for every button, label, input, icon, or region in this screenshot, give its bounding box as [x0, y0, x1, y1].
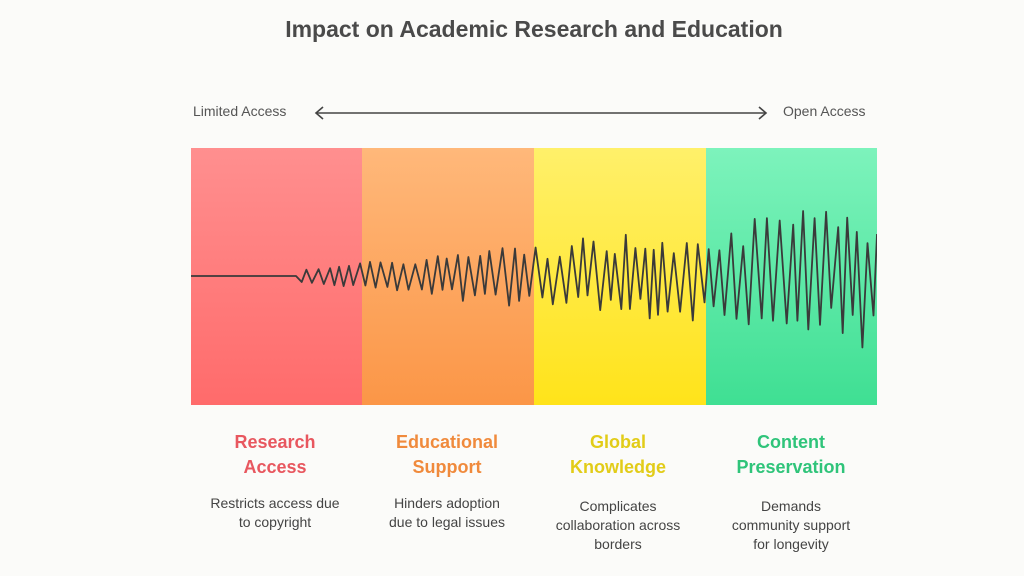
desc-line-1: Hinders adoption — [394, 495, 500, 511]
column-research-access: Research Access Restricts access due to … — [185, 430, 365, 532]
column-title-line-1: Educational — [395, 432, 498, 452]
column-title-line-1: Content — [757, 432, 825, 452]
desc-line-2: due to legal issues — [389, 514, 505, 530]
scale-right-label: Open Access — [783, 103, 866, 119]
column-content-preservation: Content Preservation Demands community s… — [701, 430, 881, 554]
desc-line-3: borders — [594, 536, 642, 552]
column-title-line-1: Global — [589, 432, 646, 452]
column-title-line-1: Research — [234, 432, 316, 452]
desc-line-3: for longevity — [753, 536, 829, 552]
desc-line-1: Restricts access due — [210, 495, 340, 511]
desc-line-2: collaboration across — [555, 517, 681, 533]
desc-line-2: to copyright — [238, 514, 312, 530]
column-description: Hinders adoption due to legal issues — [357, 494, 537, 532]
scale-left-label: Limited Access — [193, 103, 287, 119]
column-title-line-2: Support — [412, 457, 482, 477]
desc-line-1: Demands — [761, 498, 821, 514]
column-title-line-2: Preservation — [736, 457, 846, 477]
access-waveform — [191, 210, 877, 349]
diagram-title: Impact on Academic Research and Educatio… — [285, 16, 783, 42]
column-title-line-2: Knowledge — [569, 457, 666, 477]
column-description: Demands community support for longevity — [701, 497, 881, 554]
double-arrow-icon — [314, 106, 768, 120]
column-title-line-2: Access — [243, 457, 307, 477]
desc-line-2: community support — [731, 517, 851, 533]
column-description: Complicates collaboration across borders — [528, 497, 708, 554]
column-description: Restricts access due to copyright — [185, 494, 365, 532]
desc-line-1: Complicates — [579, 498, 657, 514]
column-educational-support: Educational Support Hinders adoption due… — [357, 430, 537, 532]
column-global-knowledge: Global Knowledge Complicates collaborati… — [528, 430, 708, 554]
